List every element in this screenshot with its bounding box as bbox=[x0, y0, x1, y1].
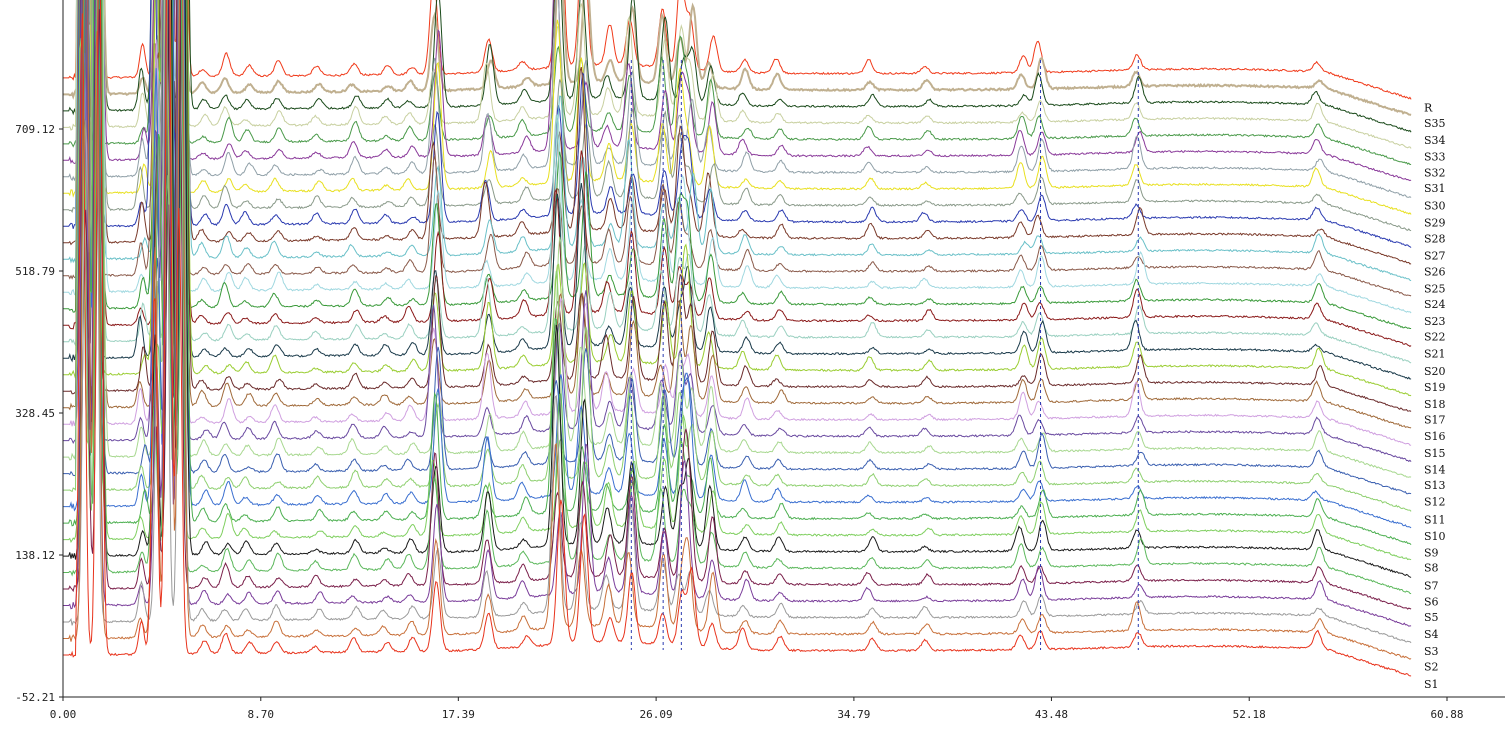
trace-s31 bbox=[63, 0, 1412, 182]
trace-s29 bbox=[63, 0, 1412, 215]
series-label-s2: S2 bbox=[1424, 661, 1439, 674]
series-label-s30: S30 bbox=[1424, 200, 1446, 213]
x-tick-label: 26.09 bbox=[640, 708, 673, 721]
trace-s27 bbox=[63, 0, 1412, 248]
trace-s21 bbox=[63, 0, 1412, 348]
trace-s8 bbox=[63, 0, 1412, 561]
series-label-s18: S18 bbox=[1424, 398, 1446, 411]
trace-s34 bbox=[63, 0, 1412, 133]
series-label-s5: S5 bbox=[1424, 611, 1439, 624]
trace-s1 bbox=[63, 0, 1412, 677]
x-tick-label: 17.39 bbox=[442, 708, 475, 721]
y-tick-label: 709.12 bbox=[15, 123, 55, 136]
series-label-s22: S22 bbox=[1424, 331, 1446, 344]
series-label-s4: S4 bbox=[1424, 628, 1439, 641]
series-label-s32: S32 bbox=[1424, 166, 1446, 179]
series-label-s31: S31 bbox=[1424, 182, 1446, 195]
trace-s17 bbox=[63, 0, 1412, 412]
series-label-r: R bbox=[1424, 101, 1433, 114]
series-label-s35: S35 bbox=[1424, 117, 1446, 130]
trace-s4 bbox=[63, 0, 1412, 627]
trace-s32 bbox=[63, 0, 1412, 166]
trace-s11 bbox=[63, 0, 1412, 512]
series-label-s28: S28 bbox=[1424, 233, 1446, 246]
series-label-s16: S16 bbox=[1424, 430, 1446, 443]
x-tick-label: 34.79 bbox=[837, 708, 870, 721]
trace-s6 bbox=[63, 0, 1412, 595]
trace-s25 bbox=[63, 0, 1412, 282]
series-label-s6: S6 bbox=[1424, 596, 1439, 609]
series-label-s3: S3 bbox=[1424, 645, 1439, 658]
trace-s23 bbox=[63, 0, 1412, 314]
reference-lines bbox=[630, 60, 1139, 650]
series-label-s27: S27 bbox=[1424, 250, 1446, 263]
trace-s5 bbox=[63, 0, 1412, 610]
series-label-s19: S19 bbox=[1424, 381, 1446, 394]
trace-s3 bbox=[63, 0, 1412, 644]
series-label-s12: S12 bbox=[1424, 496, 1446, 509]
trace-s30 bbox=[63, 0, 1412, 198]
series-label-s23: S23 bbox=[1424, 315, 1446, 328]
trace-s12 bbox=[63, 0, 1412, 495]
x-tick-label: 60.88 bbox=[1430, 708, 1463, 721]
series-label-s1: S1 bbox=[1424, 678, 1439, 691]
traces bbox=[63, 0, 1412, 677]
y-tick-label: 518.79 bbox=[15, 265, 55, 278]
trace-s28 bbox=[63, 0, 1412, 232]
series-label-s33: S33 bbox=[1424, 150, 1446, 163]
trace-r bbox=[63, 0, 1412, 100]
trace-s15 bbox=[63, 0, 1412, 446]
series-label-s20: S20 bbox=[1424, 365, 1446, 378]
trace-s7 bbox=[63, 0, 1412, 578]
y-tick-label: 138.12 bbox=[15, 549, 55, 562]
trace-s33 bbox=[63, 0, 1412, 149]
series-label-s10: S10 bbox=[1424, 530, 1446, 543]
trace-s9 bbox=[63, 0, 1412, 545]
trace-s13 bbox=[63, 0, 1412, 478]
trace-s16 bbox=[63, 0, 1412, 429]
series-label-s21: S21 bbox=[1424, 348, 1446, 361]
x-tick-label: 8.70 bbox=[248, 708, 275, 721]
trace-s2 bbox=[63, 0, 1412, 660]
series-label-s29: S29 bbox=[1424, 216, 1446, 229]
series-label-s9: S9 bbox=[1424, 547, 1439, 560]
series-label-s14: S14 bbox=[1424, 464, 1446, 477]
axes: 0.00 8.70 17.39 26.09 34.79 43.48 52.18 60.88 -5… bbox=[15, 0, 1505, 721]
trace-s20 bbox=[63, 0, 1412, 364]
x-tick-label: 52.18 bbox=[1233, 708, 1266, 721]
series-label-s11: S11 bbox=[1424, 513, 1446, 526]
series-label-s25: S25 bbox=[1424, 283, 1446, 296]
x-tick-label: 0.00 bbox=[50, 708, 77, 721]
trace-s26 bbox=[63, 0, 1412, 265]
series-label-s15: S15 bbox=[1424, 447, 1446, 460]
trace-s35 bbox=[63, 0, 1412, 116]
series-label-s13: S13 bbox=[1424, 479, 1446, 492]
y-tick-label: 328.45 bbox=[15, 407, 55, 420]
series-label-s26: S26 bbox=[1424, 266, 1446, 279]
trace-s22 bbox=[63, 0, 1412, 329]
x-tick-label: 43.48 bbox=[1035, 708, 1068, 721]
trace-s10 bbox=[63, 0, 1412, 529]
series-label-s8: S8 bbox=[1424, 562, 1439, 575]
series-label-s7: S7 bbox=[1424, 579, 1439, 592]
series-label-s34: S34 bbox=[1424, 134, 1446, 147]
trace-s14 bbox=[63, 0, 1412, 463]
y-tick-label: -52.21 bbox=[15, 691, 55, 704]
series-label-s17: S17 bbox=[1424, 413, 1446, 426]
trace-s24 bbox=[63, 0, 1412, 297]
trace-s18 bbox=[63, 0, 1412, 397]
series-labels: R S35 S34 S33 S32 S31 S30 S29 S28 S27 S26 S25 S24 S23… bbox=[1424, 101, 1446, 691]
trace-s19 bbox=[63, 0, 1412, 380]
series-label-s24: S24 bbox=[1424, 298, 1446, 311]
